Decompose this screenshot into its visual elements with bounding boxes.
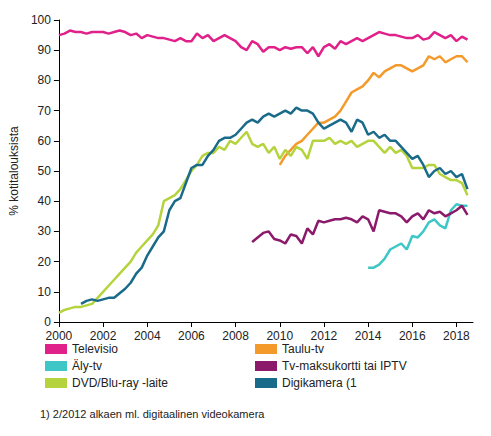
svg-text:1) 2/2012 alkaen ml. digitaali: 1) 2/2012 alkaen ml. digitaalinen videok…	[40, 408, 265, 420]
svg-text:80: 80	[38, 73, 52, 87]
svg-text:10: 10	[38, 285, 52, 299]
svg-text:Tv-maksukortti tai IPTV: Tv-maksukortti tai IPTV	[282, 359, 407, 373]
svg-text:DVD/Blu-ray -laite: DVD/Blu-ray -laite	[72, 376, 168, 390]
svg-text:Taulu-tv: Taulu-tv	[282, 342, 324, 356]
svg-text:30: 30	[38, 224, 52, 238]
svg-text:Äly-tv: Äly-tv	[72, 359, 102, 373]
svg-text:2002: 2002	[90, 329, 117, 343]
svg-text:2004: 2004	[134, 329, 161, 343]
svg-text:2000: 2000	[46, 329, 73, 343]
svg-text:2010: 2010	[266, 329, 293, 343]
svg-text:50: 50	[38, 164, 52, 178]
svg-text:2018: 2018	[443, 329, 470, 343]
svg-text:2016: 2016	[399, 329, 426, 343]
svg-text:90: 90	[38, 43, 52, 57]
svg-text:Digikamera (1: Digikamera (1	[282, 376, 357, 390]
svg-text:20: 20	[38, 255, 52, 269]
svg-text:2008: 2008	[222, 329, 249, 343]
svg-text:70: 70	[38, 104, 52, 118]
svg-text:2006: 2006	[178, 329, 205, 343]
svg-text:Televisio: Televisio	[72, 342, 118, 356]
svg-text:40: 40	[38, 194, 52, 208]
svg-text:2014: 2014	[355, 329, 382, 343]
svg-text:100: 100	[31, 13, 51, 27]
svg-text:2012: 2012	[311, 329, 338, 343]
svg-text:% kotitalouksista: % kotitalouksista	[7, 126, 21, 216]
svg-text:60: 60	[38, 134, 52, 148]
svg-text:0: 0	[44, 315, 51, 329]
